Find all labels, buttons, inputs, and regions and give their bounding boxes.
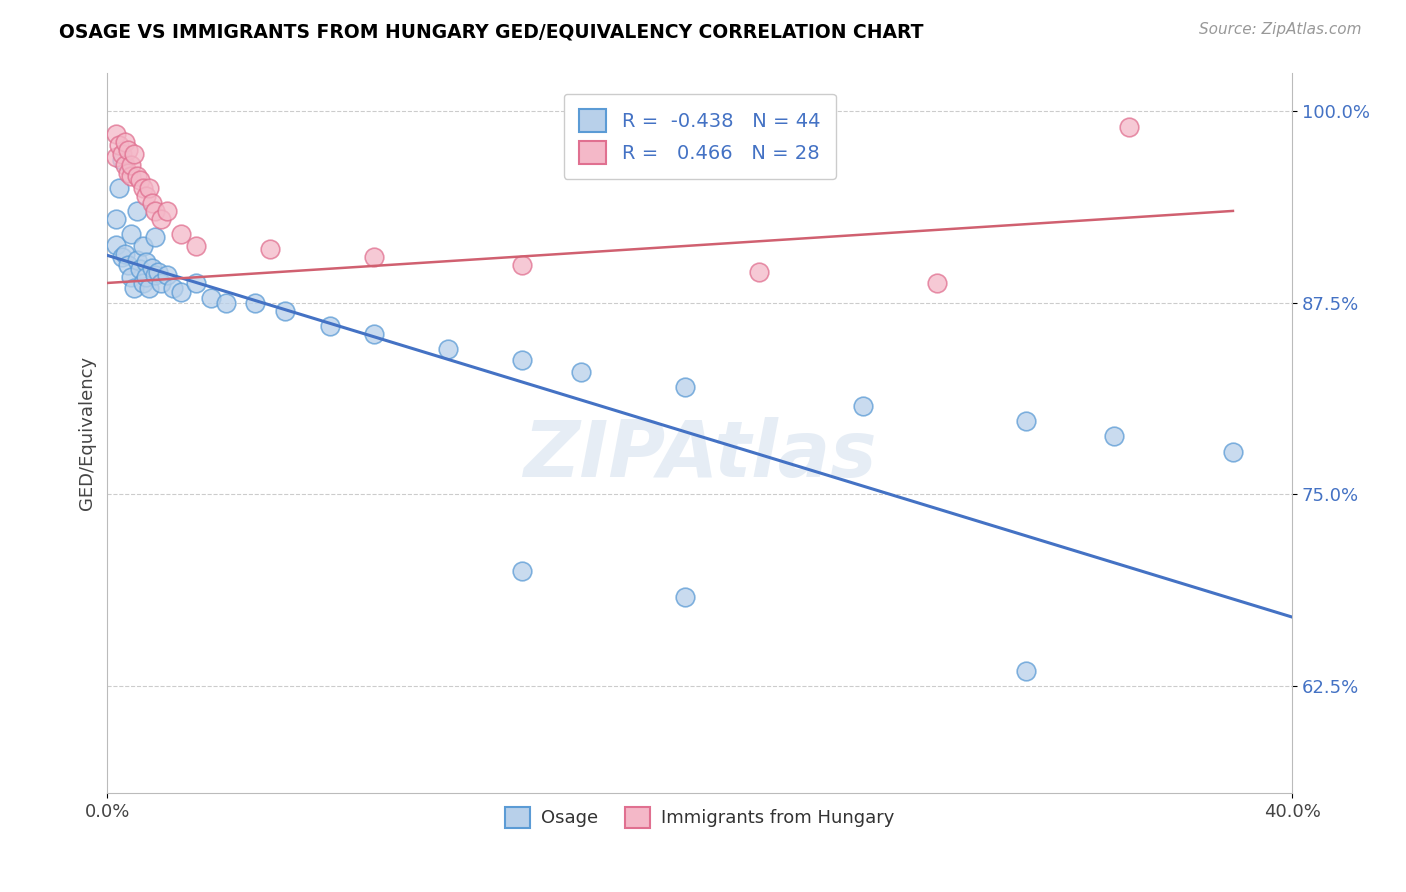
Point [200, 291, 222, 305]
Point [111, 250, 134, 264]
Point [141, 260, 163, 275]
Point [138, 280, 160, 294]
Point [143, 230, 166, 244]
Point [245, 296, 267, 310]
Point [1118, 120, 1140, 134]
Point [274, 303, 297, 318]
Point [146, 265, 169, 279]
Point [125, 203, 148, 218]
Point [120, 158, 142, 172]
Point [215, 296, 238, 310]
Point [170, 285, 193, 300]
Point [105, 150, 128, 164]
Point [143, 203, 166, 218]
Point [138, 181, 160, 195]
Point [122, 280, 145, 294]
Point [510, 258, 533, 272]
Point [510, 352, 533, 367]
Point [125, 169, 148, 183]
Point [748, 265, 770, 279]
Point [141, 196, 163, 211]
Point [170, 227, 193, 241]
Point [129, 262, 152, 277]
Point [1104, 429, 1126, 443]
Point [186, 276, 208, 290]
Text: OSAGE VS IMMIGRANTS FROM HUNGARY GED/EQUIVALENCY CORRELATION CHART: OSAGE VS IMMIGRANTS FROM HUNGARY GED/EQU… [59, 22, 924, 41]
Point [117, 143, 139, 157]
Point [125, 252, 148, 267]
Point [156, 203, 179, 218]
Point [132, 276, 155, 290]
Y-axis label: GED/Equivalency: GED/Equivalency [79, 356, 96, 510]
Point [673, 380, 696, 394]
Point [105, 237, 128, 252]
Point [105, 211, 128, 226]
Point [156, 268, 179, 283]
Point [132, 239, 155, 253]
Point [135, 254, 157, 268]
Point [132, 181, 155, 195]
Point [114, 247, 136, 261]
Point [162, 280, 184, 294]
Point [186, 239, 208, 253]
Point [120, 169, 142, 183]
Point [117, 258, 139, 272]
Point [149, 211, 172, 226]
Point [569, 365, 592, 379]
Point [363, 250, 385, 264]
Point [122, 147, 145, 161]
Point [852, 399, 875, 413]
Point [1014, 414, 1036, 428]
Point [120, 227, 142, 241]
Point [149, 276, 172, 290]
Text: Source: ZipAtlas.com: Source: ZipAtlas.com [1198, 22, 1361, 37]
Text: ZIPAtlas: ZIPAtlas [523, 417, 876, 492]
Point [135, 188, 157, 202]
Point [111, 153, 134, 168]
Point [363, 326, 385, 341]
Point [143, 268, 166, 283]
Point [105, 128, 128, 142]
Point [510, 564, 533, 578]
Point [108, 138, 131, 153]
Point [925, 276, 948, 290]
Point [437, 342, 460, 356]
Point [1014, 664, 1036, 678]
Point [114, 158, 136, 172]
Legend: Osage, Immigrants from Hungary: Osage, Immigrants from Hungary [498, 799, 901, 835]
Point [318, 318, 340, 333]
Point [114, 135, 136, 149]
Point [259, 242, 281, 256]
Point [129, 173, 152, 187]
Point [1222, 444, 1244, 458]
Point [117, 166, 139, 180]
Point [120, 269, 142, 284]
Point [135, 269, 157, 284]
Point [108, 181, 131, 195]
Point [111, 147, 134, 161]
Point [673, 590, 696, 604]
